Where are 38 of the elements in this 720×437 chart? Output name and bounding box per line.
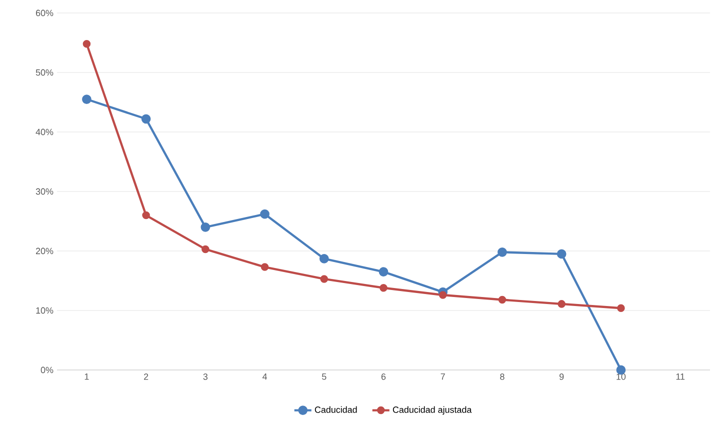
point <box>319 254 329 264</box>
point <box>142 211 150 220</box>
point <box>82 40 91 48</box>
point <box>378 267 388 276</box>
y-tick-label: 30% <box>36 188 54 195</box>
point <box>438 291 447 299</box>
y-tick-label: 0% <box>40 366 54 374</box>
point <box>498 247 507 257</box>
point <box>141 114 151 124</box>
x-tick-label: 9 <box>560 374 564 380</box>
y-tick-label: 60% <box>36 10 54 16</box>
point <box>498 296 506 304</box>
x-tick-label: 11 <box>676 374 685 380</box>
x-tick-label: 7 <box>440 374 445 380</box>
point <box>380 284 388 292</box>
x-tick-label: 2 <box>144 374 148 380</box>
y-tick-label: 10% <box>36 307 54 314</box>
x-tick-label: 1 <box>84 374 89 380</box>
point <box>200 222 210 232</box>
point <box>556 249 566 259</box>
point <box>320 275 328 283</box>
x-tick-label: 5 <box>322 374 326 380</box>
point <box>260 209 270 219</box>
point <box>82 94 92 104</box>
x-tick-label: 8 <box>500 374 504 380</box>
legend-label: Caducidad <box>314 406 357 413</box>
point <box>260 263 269 271</box>
point <box>202 245 210 254</box>
x-tick-label: 6 <box>381 374 386 380</box>
point <box>617 304 625 312</box>
x-tick-label: 10 <box>616 374 626 380</box>
y-tick-label: 20% <box>36 248 54 254</box>
y-tick-label: 50% <box>36 69 54 76</box>
y-tick-label: 40% <box>36 128 54 136</box>
legend-label: Caducidad ajustada <box>392 406 472 415</box>
point <box>558 300 566 308</box>
x-tick-label: 4 <box>262 374 268 380</box>
x-tick-label: 3 <box>203 374 208 380</box>
